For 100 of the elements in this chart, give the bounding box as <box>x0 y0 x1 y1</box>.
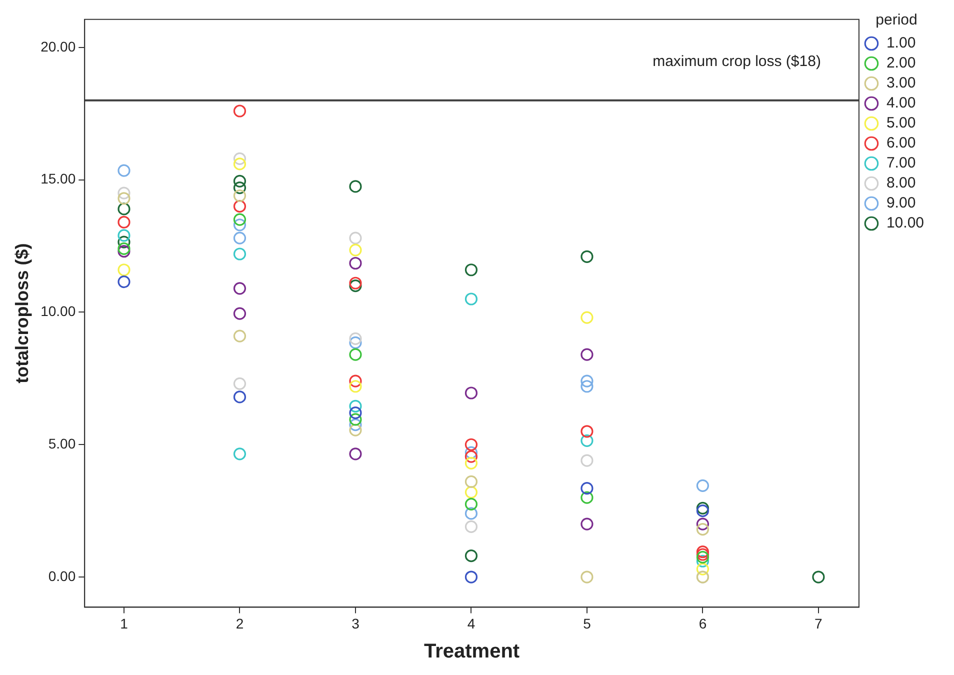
point <box>233 104 246 118</box>
point <box>349 374 362 388</box>
point <box>580 250 594 263</box>
point <box>464 438 478 451</box>
point <box>349 244 362 256</box>
legend-label: 3.00 <box>886 74 916 92</box>
point <box>580 425 594 438</box>
x-tick-label: 2 <box>236 615 244 632</box>
x-tick-label: 4 <box>467 615 476 632</box>
legend-label: 5.00 <box>886 114 916 132</box>
point <box>696 546 710 558</box>
legend-label: 2.00 <box>886 54 916 72</box>
point <box>349 380 362 393</box>
point <box>464 498 478 511</box>
point <box>696 523 710 536</box>
point <box>349 256 362 270</box>
point <box>118 192 130 205</box>
legend-label: 8.00 <box>886 174 916 192</box>
point <box>696 502 710 514</box>
point <box>233 390 246 404</box>
point <box>349 424 362 436</box>
y-tick-label: 5.00 <box>48 435 76 452</box>
ref-line-label: maximum crop loss ($18) <box>652 53 821 70</box>
point <box>464 446 478 459</box>
point <box>464 570 478 584</box>
point <box>696 554 710 568</box>
point <box>580 482 594 495</box>
point <box>233 181 246 194</box>
point <box>349 276 362 290</box>
point <box>233 307 246 320</box>
point <box>118 242 130 255</box>
point <box>464 456 478 470</box>
point <box>349 332 362 346</box>
point <box>696 479 710 492</box>
y-tick-label: 0.00 <box>48 568 76 584</box>
point <box>118 164 130 177</box>
x-axis-title: Treatment <box>424 640 520 663</box>
point <box>349 279 362 292</box>
point <box>118 229 130 242</box>
point <box>233 152 246 165</box>
point <box>233 213 246 226</box>
point <box>696 550 710 564</box>
point <box>349 448 362 460</box>
point <box>233 232 246 244</box>
point <box>233 158 246 170</box>
legend-label: 6.00 <box>886 134 916 152</box>
point <box>233 174 246 188</box>
point <box>464 475 478 488</box>
point <box>118 264 130 276</box>
point <box>118 186 130 200</box>
point <box>233 248 246 260</box>
point <box>118 236 130 248</box>
point <box>464 292 478 306</box>
point <box>349 232 362 244</box>
point <box>233 377 246 390</box>
point <box>696 548 710 561</box>
point <box>580 434 594 447</box>
point <box>349 413 362 426</box>
legend-title: period <box>876 12 918 29</box>
point <box>580 570 594 584</box>
point <box>118 202 130 216</box>
point <box>464 550 478 562</box>
point <box>696 504 710 518</box>
legend-label: 7.00 <box>886 154 916 172</box>
point <box>349 406 362 420</box>
point <box>580 374 594 388</box>
point <box>233 330 246 342</box>
point <box>464 507 478 520</box>
point <box>118 216 130 229</box>
point <box>233 448 246 460</box>
point <box>349 348 362 361</box>
point <box>349 400 362 413</box>
x-tick-label: 1 <box>120 615 128 632</box>
y-axis-title: totalcroploss ($) <box>12 243 32 384</box>
x-tick-label: 7 <box>814 615 823 632</box>
point <box>233 282 246 295</box>
point <box>118 245 130 258</box>
x-tick-label: 6 <box>698 615 707 632</box>
point <box>464 520 478 534</box>
legend-label: 1.00 <box>886 34 916 52</box>
point <box>349 336 362 349</box>
point <box>580 518 594 530</box>
legend-label: 9.00 <box>886 194 916 212</box>
point <box>464 386 478 400</box>
point <box>233 189 246 202</box>
legend-label: 4.00 <box>886 94 916 112</box>
y-tick-label: 10.00 <box>40 303 76 320</box>
y-tick-label: 20.00 <box>40 38 76 54</box>
point <box>349 180 362 193</box>
point <box>464 264 478 276</box>
y-tick-label: 15.00 <box>40 170 76 187</box>
point <box>812 570 825 584</box>
point <box>580 380 594 393</box>
point <box>580 454 594 467</box>
point <box>580 348 594 361</box>
point <box>696 562 710 576</box>
point <box>349 418 362 432</box>
point <box>464 450 478 463</box>
legend-label: 10.00 <box>886 214 924 232</box>
point <box>118 275 130 288</box>
